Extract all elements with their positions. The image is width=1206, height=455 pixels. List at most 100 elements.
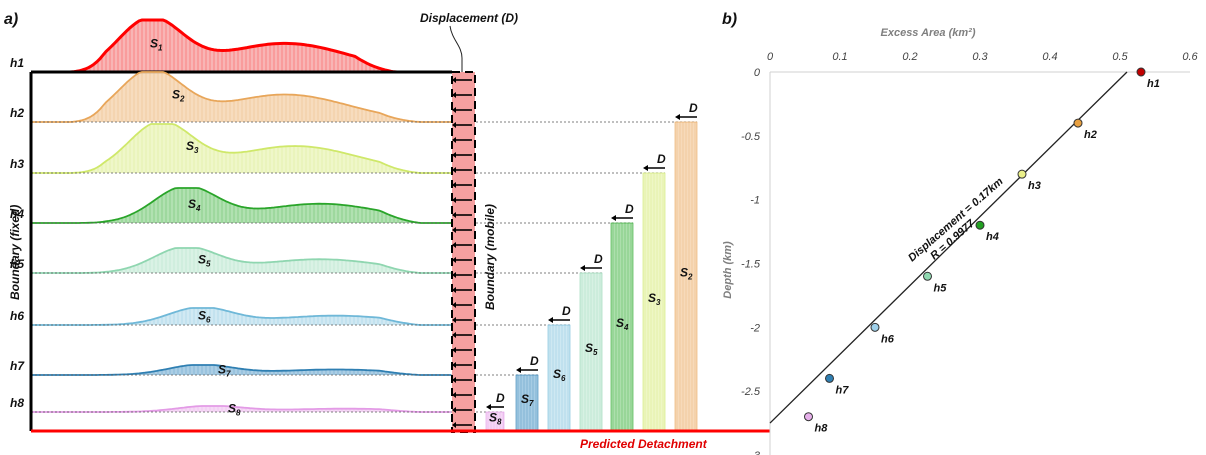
- arrowhead: [452, 257, 456, 263]
- arrowhead: [452, 272, 456, 278]
- y-tick-label: 0: [754, 67, 761, 79]
- arrowhead: [452, 107, 456, 113]
- point-label-h1: h1: [1147, 78, 1160, 90]
- arrowhead: [452, 182, 456, 188]
- x-tick-label: 0.1: [832, 51, 847, 63]
- x-axis-title: Excess Area (km²): [881, 27, 976, 39]
- scatter-point-h5: [923, 271, 932, 281]
- section-fill-h5: [31, 248, 452, 273]
- regression-annotation: Displacement = 0.17km R = 0.9977: [906, 175, 1006, 264]
- y-tick-label: -1: [750, 195, 760, 207]
- y-tick-label: -3: [750, 450, 761, 455]
- arrowhead: [452, 242, 456, 248]
- bar-d-label: D: [594, 252, 603, 266]
- section-fill-h1: [31, 20, 452, 72]
- x-tick-label: 0.6: [1182, 51, 1198, 63]
- bar-d-label: D: [625, 202, 634, 216]
- horizon-label-h5: h5: [10, 257, 24, 271]
- section-fill-h3: [31, 124, 452, 173]
- arrowhead: [452, 302, 456, 308]
- arrowhead: [452, 212, 456, 218]
- x-tick-label: 0: [767, 51, 774, 63]
- bar-arrowhead: [486, 404, 491, 410]
- section-h6: h6 S6: [10, 307, 452, 326]
- point-label-h3: h3: [1028, 180, 1041, 192]
- scatter-point-h1: [1136, 67, 1146, 77]
- arrowhead: [452, 347, 456, 353]
- point-label-h4: h4: [986, 231, 999, 243]
- arrowhead: [452, 152, 456, 158]
- bar-d-label: D: [657, 152, 666, 166]
- bar-h3: DS3: [476, 152, 666, 432]
- arrowhead: [452, 227, 456, 233]
- bar-d-label: D: [562, 304, 571, 318]
- section-h7: h7 S7: [10, 359, 452, 379]
- arrowhead: [452, 317, 456, 323]
- bar-h7: DS7: [476, 354, 539, 432]
- arrowhead: [452, 77, 456, 83]
- horizon-label-h2: h2: [10, 106, 24, 120]
- horizon-line-h1: [31, 18, 451, 74]
- horizon-label-h3: h3: [10, 157, 24, 171]
- horizon-label-h1: h1: [10, 56, 24, 70]
- mobile-boundary-label: Boundary (mobile): [483, 204, 497, 310]
- x-tick-label: 0.3: [972, 51, 988, 63]
- scatter-point-h2: [1073, 118, 1083, 128]
- x-tick-label: 0.2: [902, 51, 917, 63]
- bar-h2: DS2: [476, 101, 698, 432]
- horizon-line-h2: [31, 71, 451, 123]
- bar-arrowhead: [611, 215, 616, 221]
- section-fill-h2: [31, 72, 452, 122]
- section-area-label-h7: S7: [218, 363, 231, 379]
- panel-b: b) Excess Area (km²) Depth (km) 0 0.1 0.2 0…: [722, 11, 1199, 455]
- bar-arrowhead: [548, 317, 553, 323]
- bar-arrowhead: [516, 367, 521, 373]
- point-label-h2: h2: [1084, 129, 1097, 141]
- bar-arrowhead: [643, 165, 648, 171]
- horizon-line-h5: [31, 247, 451, 274]
- arrowhead: [452, 362, 456, 368]
- point-label-h7: h7: [836, 384, 850, 396]
- y-tick-label: -1.5: [741, 259, 761, 271]
- horizon-label-h7: h7: [10, 359, 25, 373]
- arrowhead: [452, 137, 456, 143]
- scatter-point-h4: [975, 220, 985, 230]
- scatter-point-h7: [825, 373, 834, 383]
- bar-arrowhead: [580, 265, 585, 271]
- section-fill-h4: [31, 188, 452, 223]
- x-tick-label: 0.5: [1112, 51, 1128, 63]
- point-label-h6: h6: [881, 333, 895, 345]
- y-axis-title: Depth (km): [722, 241, 734, 299]
- arrowhead: [452, 377, 456, 383]
- detachment-label: Predicted Detachment: [580, 437, 708, 451]
- scatter-points: h1 h2 h3 h4 h5 h6 h7 h8: [804, 67, 1160, 435]
- horizon-label-h8: h8: [10, 396, 24, 410]
- bar-h5: DS5: [476, 252, 603, 432]
- arrowhead: [452, 92, 456, 98]
- panel-a-label: a): [4, 11, 18, 28]
- arrowhead: [452, 197, 456, 203]
- horizon-line-h3: [31, 123, 451, 174]
- axis-ticks: 0 0.1 0.2 0.3 0.4 0.5 0.6 0 -0.5 -1 -1.5 -2 -2.5 -3: [741, 51, 1198, 455]
- arrowhead: [452, 422, 456, 428]
- bar-d-label: D: [689, 101, 698, 115]
- y-tick-label: -0.5: [741, 131, 761, 143]
- horizon-label-h4: h4: [10, 207, 24, 221]
- displacement-leader: [449, 25, 463, 72]
- x-tick-label: 0.4: [1042, 51, 1057, 63]
- section-h8: h8 S8: [10, 396, 452, 418]
- regression-line: [769, 71, 1128, 424]
- displacement-label: Displacement (D): [420, 11, 518, 25]
- section-fill-h8: [31, 406, 452, 412]
- arrowhead: [452, 392, 456, 398]
- arrowhead: [452, 287, 456, 293]
- horizon-label-h6: h6: [10, 309, 24, 323]
- bar-arrowhead: [675, 114, 680, 120]
